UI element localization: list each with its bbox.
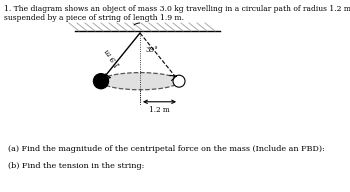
- Text: 39°: 39°: [145, 46, 158, 54]
- Text: suspended by a piece of string of length 1.9 m.: suspended by a piece of string of length…: [4, 14, 184, 22]
- Text: 1.2 m: 1.2 m: [149, 106, 170, 114]
- Circle shape: [173, 75, 185, 87]
- Text: (a) Find the magnitude of the centripetal force on the mass (Include an FBD):: (a) Find the magnitude of the centripeta…: [8, 145, 325, 153]
- Circle shape: [93, 74, 108, 89]
- Text: 1. The diagram shows an object of mass 3.0 kg travelling in a circular path of r: 1. The diagram shows an object of mass 3…: [4, 5, 350, 13]
- Text: 1.9 m: 1.9 m: [103, 46, 122, 68]
- Text: (b) Find the tension in the string:: (b) Find the tension in the string:: [8, 162, 144, 170]
- Ellipse shape: [101, 73, 179, 90]
